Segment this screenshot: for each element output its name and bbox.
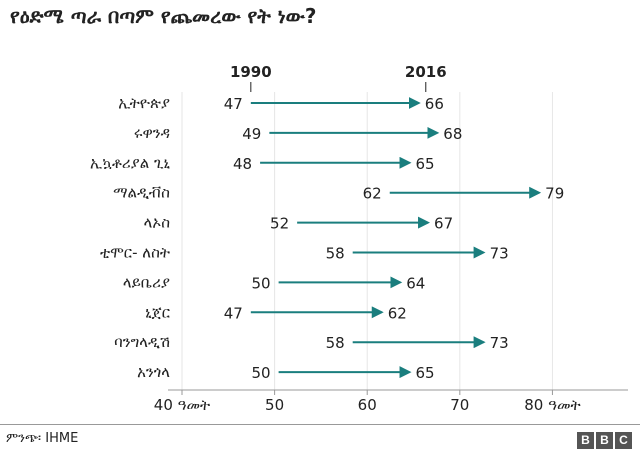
- bbc-logo: B B C: [577, 432, 632, 449]
- legend-end-year: 2016: [405, 63, 447, 81]
- category-label: ላይቤሪያ: [123, 273, 170, 291]
- x-tick-label: 80 ዓመት: [524, 396, 580, 414]
- category-label: ላኦስ: [144, 214, 171, 232]
- value-1990-label: 49: [242, 125, 261, 143]
- x-tick-label: 50: [265, 396, 284, 414]
- value-1990-label: 47: [224, 304, 243, 322]
- category-label: ኢትዮጵያ: [118, 94, 170, 112]
- value-1990-label: 50: [252, 364, 271, 382]
- x-tick-label: 40 ዓመት: [154, 396, 210, 414]
- value-2016-label: 73: [490, 334, 509, 352]
- value-2016-label: 73: [490, 245, 509, 263]
- value-1990-label: 48: [233, 155, 252, 173]
- value-1990-label: 58: [326, 334, 345, 352]
- value-2016-label: 79: [545, 185, 564, 203]
- x-tick-label: 60: [358, 396, 377, 414]
- value-1990-label: 50: [252, 274, 271, 292]
- category-label: ኒጀር: [145, 303, 171, 321]
- bbc-logo-letter-1: B: [577, 432, 594, 449]
- category-label: ሩዋንዳ: [134, 124, 170, 142]
- value-2016-label: 65: [416, 364, 435, 382]
- chart-title: የዕድሜ ጣራ በጣም የጨመረው የት ነው?: [10, 4, 317, 28]
- value-2016-label: 66: [425, 95, 444, 113]
- category-label: ቲሞር- ለስት: [100, 244, 170, 262]
- value-2016-label: 64: [406, 274, 425, 292]
- legend-start-year: 1990: [230, 63, 272, 81]
- value-2016-label: 67: [434, 215, 453, 233]
- value-2016-label: 65: [416, 155, 435, 173]
- value-1990-label: 47: [224, 95, 243, 113]
- value-1990-label: 52: [270, 215, 289, 233]
- source-note: ምንጭ፡ IHME: [6, 431, 79, 446]
- category-label: ባንግላዲሽ: [114, 333, 170, 351]
- bbc-logo-letter-2: B: [596, 432, 613, 449]
- value-2016-label: 62: [388, 304, 407, 322]
- value-2016-label: 68: [443, 125, 462, 143]
- x-tick-label: 70: [450, 396, 469, 414]
- footer-divider: [0, 424, 640, 425]
- value-1990-label: 62: [363, 185, 382, 203]
- bbc-logo-letter-3: C: [615, 432, 632, 449]
- category-label: ኢኳቶሪያል ጊኒ: [90, 154, 171, 172]
- category-label: አንጎላ: [137, 363, 170, 381]
- category-label: ማልዲቭስ: [113, 184, 170, 202]
- value-1990-label: 58: [326, 245, 345, 263]
